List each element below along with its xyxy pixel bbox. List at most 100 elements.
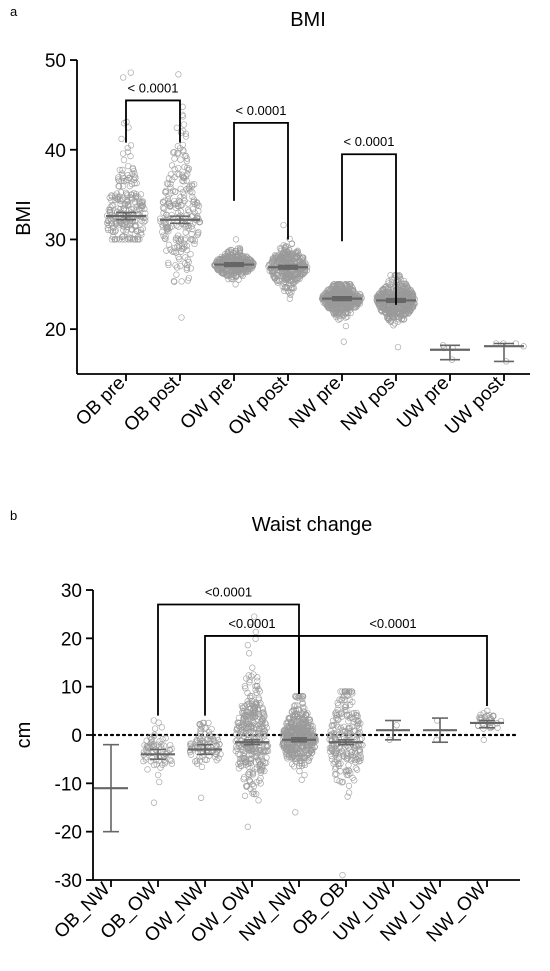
waist-data-point bbox=[335, 760, 342, 767]
waist-data-point bbox=[253, 682, 260, 690]
bmi-data-point bbox=[162, 187, 169, 195]
waist-data-point bbox=[348, 714, 355, 721]
bmi-data-point bbox=[117, 197, 124, 204]
bmi-data-point bbox=[398, 308, 406, 316]
bmi-data-point bbox=[337, 310, 344, 317]
bmi-data-point bbox=[124, 202, 132, 210]
waist-data-point bbox=[355, 755, 363, 762]
bmi-data-point bbox=[115, 183, 122, 190]
bmi-data-point bbox=[120, 156, 128, 164]
waist-data-point bbox=[250, 671, 257, 678]
bmi-data-point bbox=[177, 262, 184, 270]
waist-data-point bbox=[241, 753, 248, 760]
waist-data-point bbox=[337, 760, 344, 767]
bmi-data-point bbox=[288, 258, 295, 265]
waist-data-point bbox=[339, 778, 347, 786]
waist-data-point bbox=[283, 719, 291, 726]
bmi-significance-bracket bbox=[341, 153, 397, 305]
waist-data-point bbox=[333, 709, 340, 716]
waist-change-panel: b Waist change cm 30 20 10 0 -10 -20 -30 <0.00… bbox=[10, 508, 520, 947]
waist-data-point bbox=[348, 688, 355, 695]
waist-means bbox=[94, 717, 504, 833]
waist-data-point bbox=[486, 711, 493, 719]
bmi-data-point bbox=[132, 227, 140, 234]
bmi-data-point bbox=[123, 190, 130, 198]
bmi-data-point bbox=[187, 265, 195, 272]
waist-data-point bbox=[251, 713, 259, 720]
waist-data-point bbox=[235, 714, 243, 722]
waist-y-ticks: 30 20 10 0 -10 -20 -30 bbox=[55, 581, 93, 892]
waist-data-point bbox=[150, 799, 158, 806]
bmi-data-point bbox=[395, 318, 402, 325]
bmi-data-point bbox=[105, 226, 112, 234]
waist-chart-title: Waist change bbox=[252, 514, 372, 536]
bmi-data-point bbox=[236, 246, 244, 254]
bmi-data-point bbox=[281, 244, 289, 251]
bmi-data-point bbox=[176, 255, 183, 263]
waist-data-point bbox=[291, 763, 298, 770]
bmi-data-point bbox=[177, 144, 184, 152]
waist-data-point bbox=[242, 759, 250, 766]
bmi-data-point bbox=[329, 302, 337, 309]
waist-data-point bbox=[151, 725, 159, 732]
bmi-data-point bbox=[353, 303, 360, 310]
waist-data-point bbox=[157, 764, 164, 771]
bmi-data-point bbox=[173, 264, 181, 271]
waist-data-point bbox=[355, 754, 362, 761]
bmi-data-point bbox=[165, 261, 172, 269]
bmi-data-point bbox=[172, 236, 180, 244]
bmi-data-point bbox=[394, 303, 401, 310]
waist-data-point bbox=[261, 733, 268, 740]
waist-data-point bbox=[339, 688, 346, 695]
bmi-data-point bbox=[171, 188, 179, 195]
waist-data-point bbox=[343, 755, 350, 763]
bmi-data-point bbox=[398, 280, 405, 287]
waist-data-point bbox=[282, 751, 290, 758]
waist-data-point bbox=[237, 762, 244, 769]
waist-data-point bbox=[192, 758, 199, 765]
waist-data-point bbox=[332, 749, 340, 756]
bmi-data-point bbox=[127, 69, 134, 76]
bmi-data-point bbox=[180, 148, 187, 155]
waist-data-point bbox=[252, 628, 259, 636]
bmi-data-point bbox=[297, 258, 304, 265]
waist-data-point bbox=[288, 761, 296, 768]
bmi-data-point bbox=[234, 245, 242, 252]
bmi-data-point bbox=[129, 218, 136, 225]
bmi-data-point bbox=[290, 277, 297, 284]
waist-data-point bbox=[263, 754, 270, 761]
waist-data-point bbox=[333, 770, 340, 778]
bmi-data-point bbox=[116, 221, 123, 228]
waist-data-point bbox=[341, 704, 348, 711]
waist-data-point bbox=[198, 763, 206, 771]
waist-data-point bbox=[344, 688, 351, 695]
waist-data-point bbox=[236, 751, 243, 759]
bmi-data-point bbox=[174, 150, 181, 157]
bmi-data-point bbox=[385, 316, 392, 324]
bmi-data-point bbox=[281, 275, 288, 282]
bmi-data-point bbox=[183, 242, 190, 250]
bmi-data-point bbox=[294, 248, 301, 255]
bmi-data-point bbox=[133, 180, 140, 187]
waist-data-point bbox=[345, 782, 353, 790]
waist-data-point bbox=[246, 679, 253, 686]
bmi-data-point bbox=[113, 235, 120, 243]
waist-data-point bbox=[349, 774, 356, 782]
waist-data-point bbox=[332, 765, 339, 773]
bmi-data-point bbox=[328, 305, 335, 313]
bmi-data-point bbox=[162, 233, 169, 240]
waist-data-point bbox=[357, 757, 364, 764]
waist-data-point bbox=[348, 755, 355, 762]
bmi-data-point bbox=[167, 190, 174, 197]
waist-data-point bbox=[253, 689, 260, 696]
waist-data-point bbox=[304, 710, 311, 717]
waist-data-point bbox=[248, 692, 256, 700]
bmi-data-point bbox=[377, 291, 385, 299]
waist-data-point bbox=[353, 709, 360, 717]
waist-data-point bbox=[259, 758, 267, 765]
bmi-data-point bbox=[173, 271, 180, 278]
bmi-data-point bbox=[234, 268, 241, 275]
bmi-data-point bbox=[126, 234, 133, 241]
waist-p-value-label: <0.0001 bbox=[369, 616, 416, 631]
